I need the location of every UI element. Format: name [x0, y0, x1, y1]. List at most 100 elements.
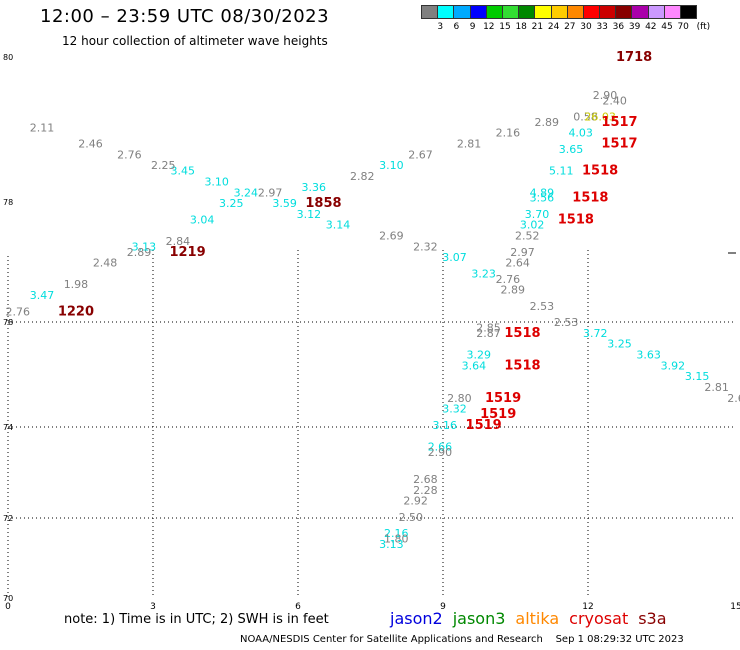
scale-label: 21 — [531, 22, 544, 32]
wave-height-value: 2.76 — [117, 148, 142, 161]
wave-height-value: 2.53 — [554, 316, 579, 329]
wave-height-value: 2.76 — [496, 273, 521, 286]
y-tick-label: 70 — [3, 594, 13, 603]
wave-height-value: 2.6 — [727, 392, 740, 405]
wave-height-value: 3.25 — [219, 197, 244, 210]
wave-height-value: 2.46 — [78, 138, 103, 151]
scale-unit: (ft) — [696, 22, 711, 32]
x-tick-label: 12 — [582, 602, 593, 612]
scale-label: 30 — [580, 22, 592, 32]
pass-time-label: 1219 — [169, 245, 205, 260]
pass-time-label: 1518 — [504, 358, 540, 373]
wave-height-value: 3.12 — [297, 208, 322, 221]
color-scale-labels: 3 6 9 12 15 18 21 24 27 30 33 36 39 42 45 70 (ft) — [422, 22, 740, 34]
pass-time-label: 1518 — [582, 164, 618, 179]
wave-height-value: 2.90 — [593, 89, 618, 102]
x-tick-label: 15 — [730, 602, 740, 612]
y-tick-label: 78 — [3, 318, 13, 327]
scale-label: 3 — [437, 22, 444, 32]
wave-height-value: 2.84 — [166, 235, 191, 248]
wave-height-value: 3.47 — [30, 289, 55, 302]
chart-subtitle: 12 hour collection of altimeter wave hei… — [62, 34, 328, 48]
wave-height-value: 3.24 — [234, 186, 259, 199]
wave-height-value: 2.81 — [704, 381, 729, 394]
pass-time-label: 1518 — [558, 212, 594, 227]
wave-height-value: 2.53 — [530, 300, 555, 313]
wave-height-value: 2.76 — [5, 305, 30, 318]
wave-height-value: 3.13 — [379, 538, 404, 551]
wave-height-value: 2.69 — [379, 230, 404, 243]
pass-time-label: 1519 — [466, 418, 502, 433]
wave-height-value: 3.59 — [272, 197, 297, 210]
wave-height-value: 3.65 — [559, 143, 584, 156]
pass-time-label: 1517 — [601, 137, 637, 152]
credit-line: NOAA/NESDIS Center for Satellite Applica… — [240, 634, 684, 645]
wave-height-value: 2.89 — [500, 284, 525, 297]
wave-height-value: 1.80 — [384, 532, 409, 545]
pass-time-label: 1517 — [601, 115, 637, 130]
wave-height-value: 2.16 — [384, 527, 409, 540]
satellite-s3a: s3a — [638, 609, 667, 628]
wave-height-value: 1.98 — [64, 278, 89, 291]
scale-label: 27 — [564, 22, 576, 32]
wave-height-value: 3.07 — [442, 251, 467, 264]
x-tick-label: 0 — [5, 602, 11, 612]
grid — [7, 250, 736, 598]
pass-time-label: 1220 — [58, 304, 94, 319]
pass-time-label: 1858 — [305, 196, 341, 211]
y-tick-label: 72 — [3, 514, 13, 523]
y-tick-label: 78 — [3, 198, 13, 207]
wave-height-value: 2.28 — [413, 484, 438, 497]
credit-text: NOAA/NESDIS Center for Satellite Applica… — [240, 634, 543, 645]
scale-label: 45 — [661, 22, 673, 32]
wave-height-value: 3.10 — [204, 175, 229, 188]
wave-height-value: 3.56 — [530, 192, 555, 205]
pass-time-label: 1718 — [616, 50, 652, 65]
wave-height-value: 2.48 — [93, 257, 118, 270]
wave-height-value: 2.64 — [505, 257, 530, 270]
wave-height-value: 2.25 — [151, 159, 176, 172]
y-tick-label: 80 — [3, 53, 13, 62]
wave-height-value: 2.90 — [428, 446, 453, 459]
wave-height-value: 2.66 — [428, 441, 453, 454]
wave-height-value: 5.11 — [549, 165, 574, 178]
wave-height-value: 3.25 — [607, 338, 632, 351]
wave-height-value: 2.52 — [515, 230, 540, 243]
wave-height-value: 2.11 — [30, 121, 55, 134]
wave-height-value: 3.02 — [520, 219, 545, 232]
x-tick-label: 3 — [150, 602, 156, 612]
scale-label: 12 — [483, 22, 495, 32]
wave-height-value: 2.68 — [413, 473, 438, 486]
y-tick-label: 74 — [3, 423, 13, 432]
scale-label: 39 — [628, 22, 641, 32]
scale-label: 36 — [612, 22, 625, 32]
wave-height-value: 3.32 — [442, 403, 467, 416]
satellite-jason3: jason3 — [452, 609, 506, 628]
wave-height-value: 2.97 — [258, 186, 283, 199]
scale-label: 18 — [515, 22, 527, 32]
wave-height-value: 2.32 — [413, 240, 438, 253]
wave-height-value: 4.89 — [530, 186, 555, 199]
wave-height-value: 3.23 — [471, 267, 496, 280]
wave-height-value: 3.10 — [379, 159, 404, 172]
scale-label: 33 — [596, 22, 608, 32]
x-tick-label: 9 — [440, 602, 446, 612]
wave-height-value: 2.85 — [476, 322, 501, 335]
pass-time-label: 1518 — [572, 191, 608, 206]
wave-height-value: 2.67 — [408, 148, 433, 161]
chart-title: 12:00 – 23:59 UTC 08/30/2023 — [40, 6, 330, 27]
wave-height-value: 2.97 — [510, 246, 535, 259]
wave-height-value: 2.87 — [476, 327, 501, 340]
wave-height-value: 3.36 — [302, 181, 327, 194]
scale-label: 42 — [645, 22, 657, 32]
wave-height-value: 2.82 — [350, 170, 375, 183]
wave-height-value: 3.04 — [190, 213, 215, 226]
scale-swatch — [680, 5, 698, 19]
pass-time-label: 1519 — [485, 391, 521, 406]
pass-time-label: 1519 — [480, 407, 516, 422]
wave-height-value: 3.29 — [467, 349, 492, 362]
wave-height-value: 2.81 — [457, 138, 482, 151]
wave-height-value: 26.03 — [584, 111, 616, 124]
scale-label: 9 — [469, 22, 476, 32]
